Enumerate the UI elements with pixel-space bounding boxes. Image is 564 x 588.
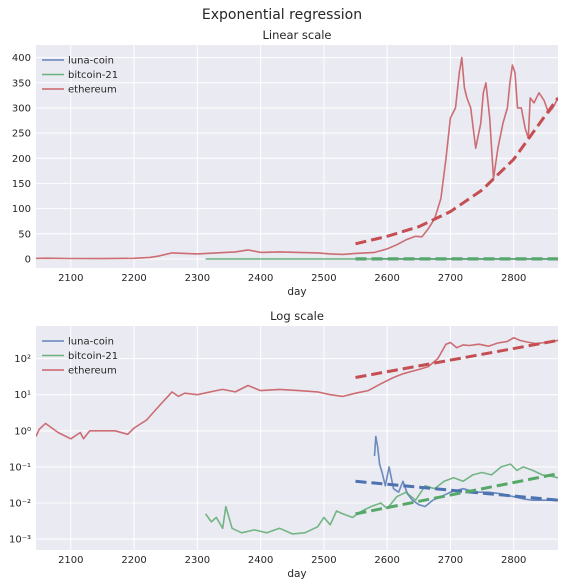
y-tick-label: 10¹	[14, 390, 31, 401]
x-tick-label: 2200	[121, 273, 146, 284]
fit-ethereum	[355, 338, 558, 379]
legend-label-luna-coin: luna-coin	[68, 56, 114, 67]
plot-lines	[36, 336, 558, 535]
y-tick-label: 10⁰	[14, 426, 31, 437]
legend: luna-coin bitcoin-21 ethereum	[42, 337, 118, 377]
y-tick-label: 100	[12, 204, 31, 215]
x-tick-label: 2700	[438, 555, 463, 566]
x-tick-label: 2600	[374, 273, 399, 284]
panel-title: Log scale	[270, 309, 324, 323]
legend-label-bitcoin-21: bitcoin-21	[68, 70, 118, 81]
y-tick-label: 400	[12, 53, 31, 64]
x-tick-label: 2700	[438, 273, 463, 284]
y-tick-label: 150	[12, 179, 31, 190]
legend-label-ethereum: ethereum	[68, 366, 117, 377]
x-tick-label: 2500	[311, 273, 336, 284]
x-tick-label: 2300	[185, 273, 210, 284]
figure-title: Exponential regression	[202, 7, 362, 23]
x-tick-label: 2200	[121, 555, 146, 566]
x-tick-label: 2800	[501, 555, 526, 566]
y-tick-label: 0	[25, 254, 31, 265]
x-tick-label: 2100	[58, 555, 83, 566]
y-tick-label: 10²	[14, 354, 31, 365]
x-tick-label: 2400	[248, 555, 273, 566]
legend-label-bitcoin-21: bitcoin-21	[68, 351, 118, 362]
x-tick-label: 2300	[185, 555, 210, 566]
x-tick-label: 2800	[501, 273, 526, 284]
y-tick-label: 300	[12, 103, 31, 114]
panel-log-scale: Log scale 2100 2200 2300 2400 2500 2600 2700 280…	[9, 309, 558, 580]
fit-ethereum	[355, 97, 558, 246]
series-ethereum	[36, 336, 558, 440]
y-tick-label: 200	[12, 154, 31, 165]
x-tick-label: 2600	[374, 555, 399, 566]
x-tick-label: 2400	[248, 273, 273, 284]
y-tick-label: 250	[12, 129, 31, 140]
x-axis-label: day	[287, 568, 306, 580]
plot-lines	[36, 56, 558, 261]
series-bitcoin-21	[204, 463, 558, 535]
series-ethereum	[36, 56, 558, 260]
panel-title: Linear scale	[262, 28, 331, 42]
y-tick-label: 10⁻¹	[9, 462, 31, 473]
y-tick-label: 10⁻³	[9, 535, 31, 546]
legend-label-luna-coin: luna-coin	[68, 337, 114, 348]
y-tick-label: 10⁻²	[9, 499, 31, 510]
fit-luna-coin	[355, 479, 558, 502]
y-tick-label: 50	[18, 229, 31, 240]
fit-bitcoin-21	[355, 472, 558, 516]
y-tick-label: 350	[12, 78, 31, 89]
plot-area	[36, 326, 558, 550]
plot-area	[36, 45, 558, 268]
x-axis-label: day	[287, 286, 306, 298]
legend-label-ethereum: ethereum	[68, 85, 117, 96]
legend: luna-coin bitcoin-21 ethereum	[42, 56, 118, 96]
x-tick-label: 2100	[58, 273, 83, 284]
x-tick-label: 2500	[311, 555, 336, 566]
series-luna-coin	[373, 435, 558, 508]
